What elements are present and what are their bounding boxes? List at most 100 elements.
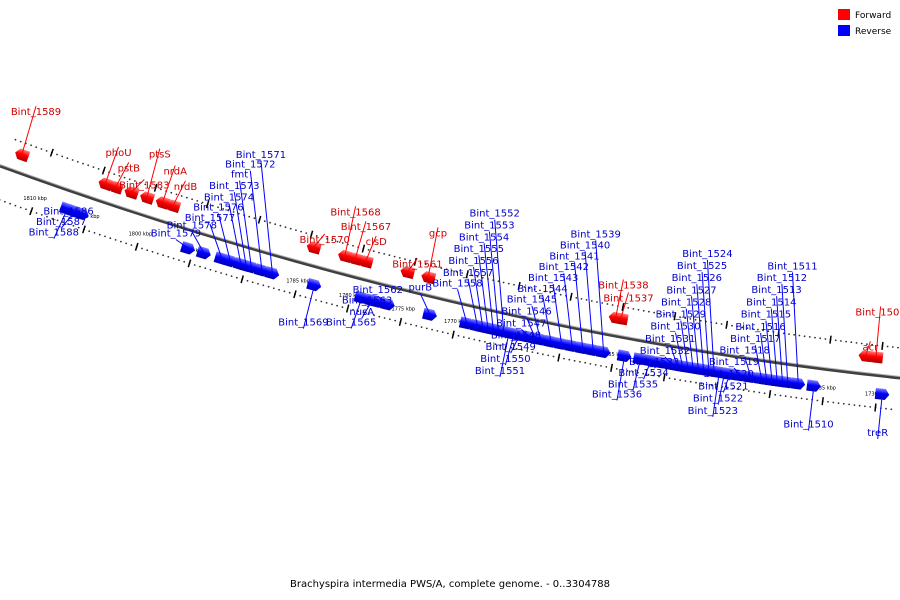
gene-label[interactable]: Bint_1577 (185, 213, 235, 224)
gene-label[interactable]: Bint_1579 (151, 229, 201, 240)
gene-label[interactable]: Bint_1586 (43, 207, 93, 218)
gene-arrow[interactable] (420, 270, 437, 285)
gene-label[interactable]: Bint_1552 (470, 209, 520, 220)
gene-label[interactable]: Bint_1527 (666, 285, 716, 296)
gene-arrow[interactable] (253, 263, 271, 277)
gene-label[interactable]: Bint_1526 (672, 273, 722, 284)
gene-label[interactable]: Bint_1525 (677, 261, 727, 272)
gene-label[interactable]: Bint_1537 (603, 294, 653, 305)
gene-label[interactable]: Bint_1534 (618, 368, 668, 379)
gene-label[interactable]: Bint_1573 (209, 181, 259, 192)
gene-label[interactable]: purB (408, 283, 432, 294)
gene-label[interactable]: Bint_1511 (767, 261, 817, 272)
gene-label[interactable]: phoU (105, 148, 131, 159)
gene-label[interactable]: Bint_1568 (330, 207, 380, 218)
gene-label[interactable]: Bint_1542 (539, 262, 589, 273)
gene-label[interactable]: Bint_1587 (36, 217, 86, 228)
gene-arrow[interactable] (222, 253, 239, 269)
gene-label[interactable]: Bint_1540 (560, 240, 610, 251)
gene-label[interactable]: Bint_1563 (342, 296, 392, 307)
gene-arrow[interactable] (154, 195, 171, 210)
gene-label[interactable]: Bint_1565 (326, 317, 376, 328)
gene-label[interactable]: Bint_1510 (783, 420, 833, 431)
gene-label[interactable]: nrdA (163, 167, 187, 178)
gene-label[interactable]: Bint_1518 (720, 346, 770, 357)
gene-arrow[interactable] (868, 351, 884, 364)
gene-label[interactable]: Bint_1524 (682, 249, 732, 260)
gene-label[interactable]: ptsS (149, 150, 171, 161)
gene-label[interactable]: Bint_1541 (549, 251, 599, 262)
gene-label[interactable]: Bint_1514 (746, 298, 796, 309)
gene-label[interactable]: Bint_1508 (855, 308, 900, 319)
gene-arrow[interactable] (347, 252, 364, 266)
gene-arrow[interactable] (138, 190, 156, 205)
gene-arrow[interactable] (306, 277, 322, 292)
gene-label[interactable]: Bint_1539 (571, 229, 621, 240)
gene-label[interactable]: Bint_1555 (454, 244, 504, 255)
gene-arrow[interactable] (13, 147, 31, 163)
gene-label[interactable]: Bint_1569 (278, 318, 328, 329)
gene-label[interactable]: nrdB (174, 182, 198, 193)
gene-label[interactable]: Bint_1529 (656, 310, 706, 321)
gene-label[interactable]: Bint_1553 (464, 221, 514, 232)
gene-label[interactable]: Bint_1558 (432, 278, 482, 289)
gene-label[interactable]: treR (867, 428, 888, 439)
gene-label[interactable]: Bint_1519 (709, 357, 759, 368)
gene-label[interactable]: pstB (118, 163, 140, 174)
gene-label[interactable]: Bint_1562 (353, 285, 403, 296)
gene-arrow[interactable] (165, 198, 182, 214)
gene-label[interactable]: Bint_1549 (486, 342, 536, 353)
gene-label[interactable]: Bint_1578 (167, 220, 217, 231)
gene-label[interactable]: Bint_1570 (300, 235, 350, 246)
gene-arrow[interactable] (616, 349, 633, 363)
gene-label[interactable]: Bint_1572 (225, 160, 275, 171)
gene-label[interactable]: Bint_1535 (608, 379, 658, 390)
gene-label[interactable]: Bint_1523 (688, 406, 738, 417)
gene-label[interactable]: Bint_1517 (730, 334, 780, 345)
gene-label[interactable]: Bint_1544 (517, 284, 567, 295)
gene-label[interactable]: Bint_1530 (650, 322, 700, 333)
gene-label[interactable]: Bint_1522 (693, 394, 743, 405)
gene-arrow[interactable] (305, 240, 322, 255)
gene-label[interactable]: Bint_1533 (629, 357, 679, 368)
gene-label[interactable]: Bint_1576 (193, 202, 243, 213)
gene-arrow[interactable] (399, 265, 416, 280)
gene-arrow[interactable] (643, 354, 659, 367)
gene-label[interactable]: Bint_1556 (448, 256, 498, 267)
gene-label[interactable]: Bint_1531 (645, 334, 695, 345)
gene-label[interactable]: nusA (349, 307, 374, 318)
gene-label[interactable]: Bint_1583 (119, 181, 169, 192)
gene-label[interactable]: acr (863, 342, 880, 353)
gene-label[interactable]: Bint_1550 (480, 354, 530, 365)
gene-arrow[interactable] (123, 185, 140, 200)
gene-arrow[interactable] (806, 379, 821, 393)
gene-arrow[interactable] (107, 180, 124, 195)
gene-label[interactable]: Bint_1515 (741, 310, 791, 321)
gene-arrow[interactable] (858, 350, 874, 363)
gene-label[interactable]: Bint_1554 (459, 232, 509, 243)
gene-label[interactable]: Bint_1546 (501, 307, 551, 318)
gene-label[interactable]: fmt (231, 170, 248, 181)
gene-label[interactable]: Bint_1557 (443, 268, 493, 279)
gene-label[interactable]: Bint_1574 (204, 193, 254, 204)
gene-label[interactable]: Bint_1589 (11, 107, 61, 118)
gene-label[interactable]: Bint_1520 (704, 369, 754, 380)
gene-arrow[interactable] (613, 312, 629, 326)
gene-label[interactable]: gcp (429, 228, 447, 239)
gene-arrow[interactable] (264, 266, 280, 280)
gene-label[interactable]: Bint_1588 (29, 228, 79, 239)
gene-label[interactable]: Bint_1513 (751, 285, 801, 296)
gene-arrow[interactable] (73, 206, 91, 222)
gene-label[interactable]: Bint_1571 (236, 150, 286, 161)
gene-arrow[interactable] (353, 290, 370, 305)
gene-label[interactable]: Bint_1538 (598, 281, 648, 292)
gene-label[interactable]: Bint_1548 (491, 330, 541, 341)
gene-label[interactable]: Bint_1547 (496, 318, 546, 329)
gene-label[interactable]: Bint_1561 (392, 259, 442, 270)
gene-label[interactable]: Bint_1516 (735, 322, 785, 333)
gene-label[interactable]: Bint_1528 (661, 298, 711, 309)
gene-label[interactable]: Bint_1532 (640, 346, 690, 357)
gene-label[interactable]: Bint_1512 (757, 273, 807, 284)
gene-arrow[interactable] (632, 352, 649, 365)
gene-label[interactable]: clsD (366, 237, 387, 248)
